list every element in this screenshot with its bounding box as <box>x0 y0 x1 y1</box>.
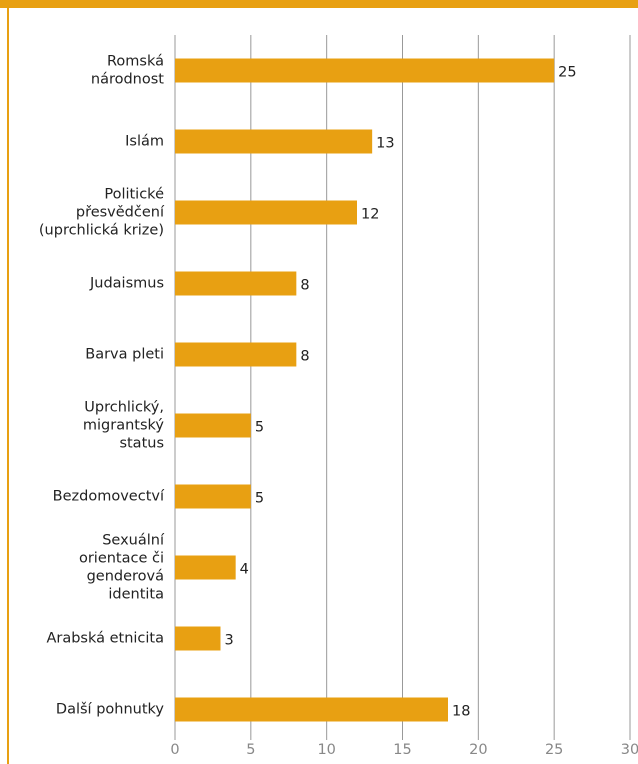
data-label: 8 <box>300 349 309 365</box>
y-tick-label: Sexuální <box>102 533 165 549</box>
y-tick-label: přesvědčení <box>76 205 165 221</box>
x-tick-label: 15 <box>393 742 411 758</box>
bar <box>175 271 297 296</box>
data-label: 3 <box>225 633 234 649</box>
bar <box>175 413 251 438</box>
bar <box>175 200 357 225</box>
y-tick-label: Islám <box>125 134 164 150</box>
y-tick-label: národnost <box>91 72 164 88</box>
bar <box>175 484 251 509</box>
y-tick-label: (uprchlická krize) <box>39 223 164 239</box>
x-tick-label: 20 <box>469 742 487 758</box>
x-tick-label: 30 <box>621 742 638 758</box>
x-tick-label: 10 <box>317 742 335 758</box>
x-tick-label: 0 <box>170 742 179 758</box>
bar <box>175 626 221 651</box>
y-tick-label: Politické <box>104 187 164 203</box>
y-tick-label: Uprchlický, <box>84 400 164 416</box>
bar <box>175 555 236 580</box>
data-label: 18 <box>452 704 470 720</box>
data-label: 8 <box>300 278 309 294</box>
data-label: 4 <box>240 562 249 578</box>
y-tick-label: Romská <box>107 54 164 70</box>
bar <box>175 58 555 83</box>
y-tick-label: Bezdomovectví <box>53 489 165 505</box>
y-tick-label: status <box>119 436 164 452</box>
y-tick-label: Barva pleti <box>85 347 164 363</box>
data-label: 5 <box>255 420 264 436</box>
y-tick-label: Arabská etnicita <box>46 631 164 647</box>
y-tick-label: identita <box>108 587 164 603</box>
y-tick-label: genderová <box>87 569 164 585</box>
y-tick-label: orientace či <box>79 551 164 567</box>
data-label: 12 <box>361 207 379 223</box>
left-border <box>7 0 9 764</box>
bar <box>175 342 297 367</box>
top-strip <box>0 0 638 8</box>
x-tick-label: 25 <box>545 742 563 758</box>
y-tick-label: Další pohnutky <box>56 702 164 718</box>
y-tick-label: migrantský <box>83 418 165 434</box>
y-tick-label: Judaismus <box>89 276 164 292</box>
x-tick-label: 5 <box>246 742 255 758</box>
bar <box>175 129 373 154</box>
data-label: 13 <box>376 136 394 152</box>
bar <box>175 697 448 722</box>
data-label: 5 <box>255 491 264 507</box>
data-label: 25 <box>558 65 576 81</box>
